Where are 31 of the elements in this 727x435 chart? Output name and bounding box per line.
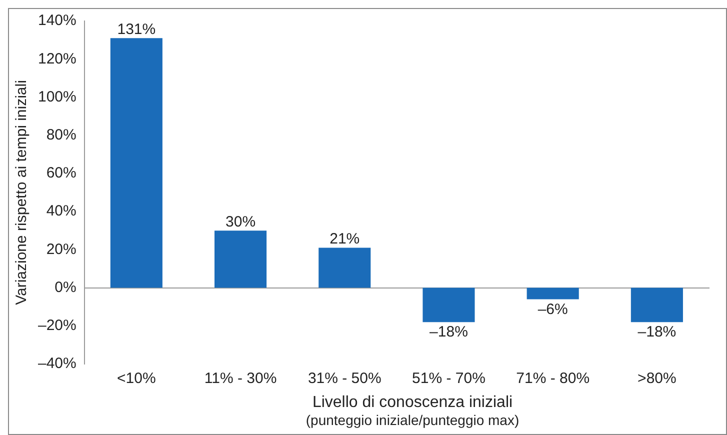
bar	[422, 288, 475, 322]
x-tick-label: 31% - 50%	[308, 370, 382, 388]
bar	[526, 288, 579, 300]
bar	[110, 38, 162, 288]
x-tick-label: 51% - 70%	[412, 370, 486, 388]
data-label: 21%	[330, 230, 360, 248]
x-tick-label: >80%	[638, 370, 676, 388]
text: (punteggio iniziale/punteggio max)	[304, 412, 520, 428]
y-tick-label: –40%	[38, 355, 76, 372]
y-tick-label: 40%	[46, 202, 76, 220]
x-tick-label: 11% - 30%	[204, 370, 277, 388]
bar	[630, 288, 683, 322]
y-tick-label: 80%	[46, 126, 76, 144]
data-label: 30%	[226, 213, 256, 230]
x-axis-title: Livello di conoscenza iniziali	[311, 394, 514, 412]
y-tick-label: 20%	[46, 240, 76, 258]
data-label: –6%	[538, 300, 568, 318]
x-tick-label: 71% - 80%	[516, 370, 590, 388]
data-label: 131%	[117, 20, 156, 38]
y-tick-label: 60%	[46, 164, 76, 182]
y-tick-label: –20%	[38, 317, 76, 334]
bar	[318, 248, 371, 288]
bar	[214, 230, 267, 288]
y-axis-title: Variazione rispetto ai tempi iniziali	[13, 80, 30, 305]
y-tick-label: 140%	[38, 12, 76, 30]
y-tick-label: 120%	[38, 50, 76, 68]
y-tick-label: 100%	[38, 88, 76, 106]
x-tick-label: <10%	[117, 370, 156, 388]
data-label: –18%	[430, 324, 468, 341]
y-tick-label: 0%	[54, 278, 76, 296]
data-label: –18%	[638, 324, 676, 341]
